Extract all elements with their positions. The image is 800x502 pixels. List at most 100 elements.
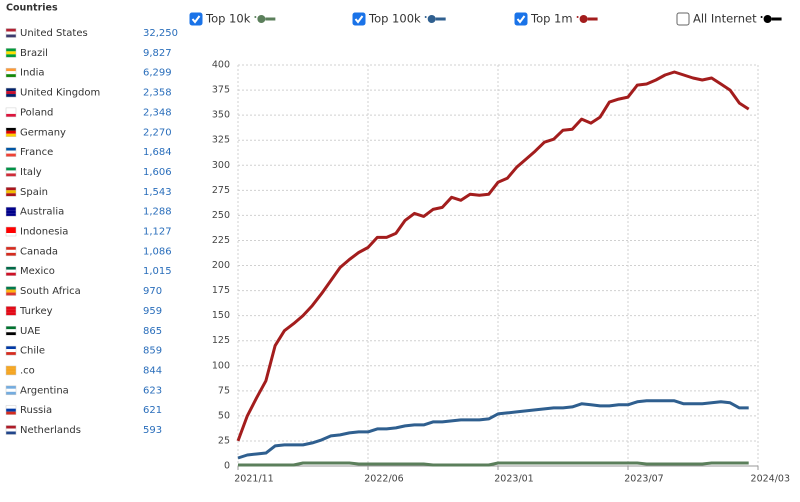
legend-label: All Internet bbox=[693, 12, 757, 26]
country-value: 1,606 bbox=[143, 167, 172, 178]
y-tick-label: 50 bbox=[218, 410, 230, 421]
flag-stripe bbox=[6, 269, 16, 273]
flag-stripe bbox=[6, 28, 16, 32]
flag-stripe bbox=[6, 230, 16, 233]
flag-stripe bbox=[6, 31, 16, 35]
flag-stripe bbox=[6, 54, 16, 58]
y-tick-label: 0 bbox=[224, 461, 230, 472]
legend-item[interactable]: Top 1m bbox=[514, 12, 598, 26]
country-name: Germany bbox=[20, 127, 66, 138]
country-value: 2,358 bbox=[143, 88, 172, 99]
flag-stripe bbox=[6, 91, 16, 95]
flag-border bbox=[5, 326, 17, 336]
flag-stripe bbox=[6, 110, 16, 114]
flag-stripe bbox=[6, 147, 16, 151]
country-value: 1,127 bbox=[143, 227, 172, 238]
flag-stripe bbox=[6, 326, 16, 330]
flag-stripe bbox=[6, 210, 16, 214]
flag-stripe bbox=[6, 153, 16, 157]
country-value: 593 bbox=[143, 425, 162, 436]
country-name: .co bbox=[20, 365, 35, 376]
legend-label: Top 1m bbox=[530, 12, 573, 26]
flag-stripe bbox=[6, 266, 16, 270]
flag-stripe bbox=[6, 286, 16, 290]
checkmark bbox=[516, 15, 526, 24]
flag-border bbox=[5, 286, 17, 296]
flag-stripe bbox=[6, 130, 16, 134]
flag-stripe bbox=[6, 68, 16, 72]
flag-stripe bbox=[6, 332, 16, 336]
country-name: Indonesia bbox=[20, 227, 68, 238]
legend-item[interactable]: All Internet bbox=[676, 12, 782, 26]
country-name: Brazil bbox=[20, 48, 48, 59]
y-tick-label: 250 bbox=[212, 210, 230, 221]
flag-stripe bbox=[6, 405, 16, 409]
country-name: Italy bbox=[20, 167, 42, 178]
country-name: South Africa bbox=[20, 286, 81, 297]
flag-stripe bbox=[6, 150, 16, 154]
country-value: 844 bbox=[143, 365, 162, 376]
legend-swatch-dot bbox=[424, 16, 427, 18]
legend-swatch-dot bbox=[576, 16, 579, 18]
country-value: 970 bbox=[143, 286, 162, 297]
country-name: Russia bbox=[20, 405, 52, 416]
flag-stripe bbox=[6, 48, 16, 52]
flag-stripe bbox=[6, 411, 16, 415]
flag-stripe bbox=[6, 349, 16, 353]
legend-item[interactable]: Top 100k bbox=[352, 12, 446, 26]
y-tick-label: 175 bbox=[212, 285, 230, 296]
flag-stripe bbox=[6, 371, 16, 375]
flag-border bbox=[5, 425, 17, 435]
series-line bbox=[236, 70, 750, 442]
flag-stripe bbox=[6, 391, 16, 395]
legend-label: Top 100k bbox=[368, 12, 421, 26]
flag-border bbox=[5, 28, 17, 38]
checkmark bbox=[354, 15, 364, 24]
flag-border bbox=[5, 405, 17, 415]
flag-border bbox=[5, 187, 17, 197]
checkbox[interactable] bbox=[676, 12, 690, 26]
flag-stripe bbox=[6, 431, 16, 435]
flag-stripe bbox=[6, 187, 16, 191]
flag-border bbox=[5, 67, 17, 78]
y-tick-label: 400 bbox=[212, 60, 230, 71]
flag-stripe bbox=[6, 190, 16, 194]
country-name: Chile bbox=[20, 346, 45, 357]
legend-item[interactable]: Top 10k bbox=[189, 12, 276, 26]
country-name: United Kingdom bbox=[20, 88, 100, 99]
country-name: Canada bbox=[20, 246, 58, 257]
checkmark bbox=[191, 15, 201, 24]
country-name: Mexico bbox=[20, 266, 55, 277]
flag-border bbox=[5, 345, 17, 356]
flag-stripe bbox=[6, 425, 16, 429]
x-tick-label: 2022/06 bbox=[364, 474, 403, 485]
flag-stripe bbox=[6, 329, 16, 333]
x-tick-label: 2023/01 bbox=[494, 474, 533, 485]
checkbox[interactable] bbox=[514, 12, 528, 26]
country-name: UAE bbox=[20, 326, 40, 337]
country-name: France bbox=[20, 147, 53, 158]
flag-stripe bbox=[6, 34, 16, 38]
flag-border bbox=[5, 385, 17, 396]
flag-stripe bbox=[6, 346, 16, 350]
flag-stripe bbox=[6, 249, 16, 253]
country-value: 623 bbox=[143, 385, 162, 396]
flag-stripe bbox=[6, 408, 16, 412]
flag-border bbox=[5, 365, 17, 376]
checkbox[interactable] bbox=[352, 12, 366, 26]
flag-border bbox=[5, 107, 17, 118]
flag-stripe bbox=[6, 127, 16, 131]
flag-stripe bbox=[6, 246, 16, 250]
panel-title: Countries bbox=[6, 3, 58, 14]
country-name: United States bbox=[20, 28, 88, 39]
flag-stripe bbox=[6, 88, 16, 92]
legend-swatch bbox=[579, 15, 588, 23]
x-tick-label: 2024/03 bbox=[751, 474, 790, 485]
country-value: 1,684 bbox=[143, 147, 172, 158]
flag-stripe bbox=[6, 133, 16, 137]
flag-border bbox=[5, 206, 17, 217]
flag-stripe bbox=[6, 193, 16, 197]
country-name: Argentina bbox=[20, 385, 69, 396]
flag-border bbox=[5, 48, 17, 58]
country-value: 959 bbox=[143, 306, 162, 317]
